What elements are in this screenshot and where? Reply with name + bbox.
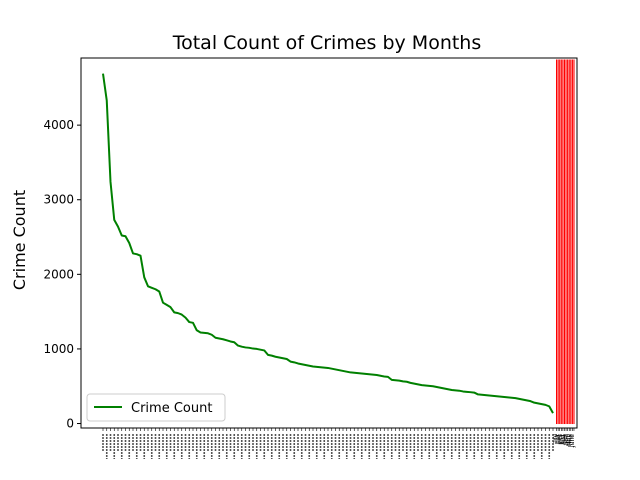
legend-box bbox=[86, 393, 226, 422]
bar bbox=[559, 59, 561, 425]
line-layer bbox=[102, 73, 554, 414]
y-axis-label: Crime Count bbox=[10, 190, 29, 290]
x-tick-label: pril bbox=[564, 434, 571, 444]
plot-frame bbox=[80, 57, 578, 429]
bar bbox=[565, 59, 567, 425]
x-tick-label: ary bbox=[552, 434, 559, 444]
bar bbox=[568, 59, 570, 425]
bar bbox=[556, 59, 558, 425]
x-tick-label: ber bbox=[561, 433, 568, 444]
y-tick-label: 1000 bbox=[43, 342, 74, 356]
x-tick-label: June bbox=[568, 434, 575, 448]
y-tick-label: 3000 bbox=[43, 193, 74, 207]
x-tick-label: May bbox=[566, 434, 573, 447]
bar bbox=[571, 59, 573, 425]
bar bbox=[560, 59, 562, 425]
y-tick-label: 0 bbox=[66, 417, 74, 431]
x-tick-label: une bbox=[563, 434, 570, 446]
bar bbox=[573, 59, 575, 425]
x-tick-label: June bbox=[569, 434, 576, 448]
bar bbox=[557, 59, 559, 425]
chart-title: Total Count of Crimes by Months bbox=[172, 32, 482, 54]
legend-label: Crime Count bbox=[131, 401, 212, 416]
bar bbox=[567, 59, 569, 425]
legend: Crime Count bbox=[86, 393, 226, 422]
y-tick-label: 4000 bbox=[43, 118, 74, 132]
y-ticks: 0 1000 2000 3000 4000 bbox=[43, 118, 81, 431]
x-tick-label: ber bbox=[557, 433, 564, 444]
axes-layer bbox=[80, 57, 578, 429]
y-tick-label: 2000 bbox=[43, 267, 74, 281]
bars-layer bbox=[556, 59, 575, 425]
x-tick-label: ust bbox=[560, 433, 567, 443]
bar bbox=[562, 59, 564, 425]
bar bbox=[563, 59, 566, 425]
x-tick-label: July bbox=[558, 434, 565, 446]
bar bbox=[570, 59, 572, 425]
x-tick-label: ly bbox=[553, 434, 560, 440]
x-tick-label: ber bbox=[555, 433, 562, 444]
crime-count-line bbox=[102, 73, 554, 414]
